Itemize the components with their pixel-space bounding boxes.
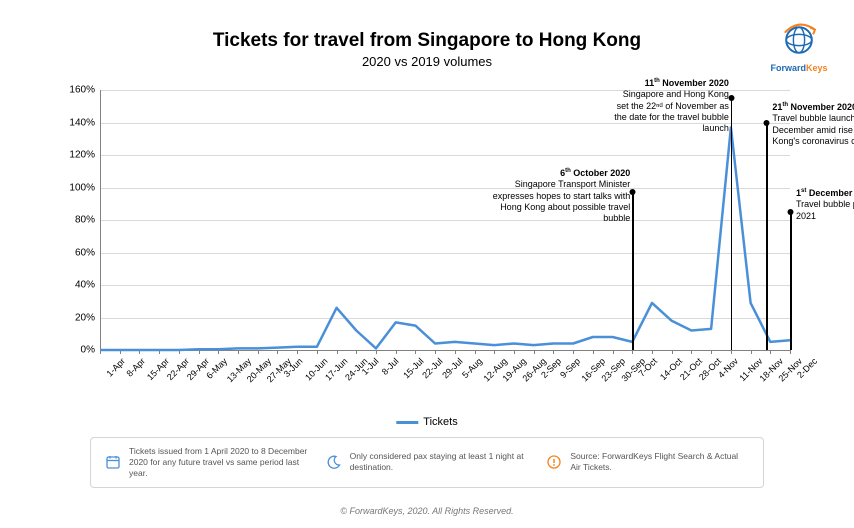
y-tick-label: 100%: [60, 182, 95, 193]
annotation-line: [766, 123, 768, 351]
x-tick: [731, 350, 732, 354]
footer-note-2: Only considered pax staying at least 1 n…: [326, 451, 529, 473]
brand-logo: ForwardKeys: [769, 20, 829, 73]
x-tick: [514, 350, 515, 354]
copyright: © ForwardKeys, 2020. All Rights Reserved…: [0, 506, 854, 516]
x-tick: [672, 350, 673, 354]
y-tick-label: 40%: [60, 280, 95, 291]
title-block: Tickets for travel from Singapore to Hon…: [0, 0, 854, 69]
footer-note-3-text: Source: ForwardKeys Flight Search & Actu…: [570, 451, 749, 473]
footer-note-1-text: Tickets issued from 1 April 2020 to 8 De…: [129, 446, 308, 479]
legend: Tickets: [396, 416, 457, 428]
globe-icon: [779, 20, 819, 60]
y-tick-label: 80%: [60, 215, 95, 226]
chart-container: 0%20%40%60%80%100%120%140%160%1-Apr8-Apr…: [60, 90, 800, 390]
x-tick-label: 8-Jul: [380, 356, 401, 377]
x-tick: [534, 350, 535, 354]
x-tick: [494, 350, 495, 354]
footer-note-3: Source: ForwardKeys Flight Search & Actu…: [546, 451, 749, 473]
x-tick: [238, 350, 239, 354]
annotation-label: 6th October 2020Singapore Transport Mini…: [490, 168, 630, 224]
x-tick-label: 1-Apr: [104, 356, 127, 379]
x-tick: [475, 350, 476, 354]
y-tick-label: 20%: [60, 312, 95, 323]
y-tick-label: 120%: [60, 150, 95, 161]
annotation-label: 11th November 2020Singapore and Hong Kon…: [609, 78, 729, 134]
x-tick: [258, 350, 259, 354]
x-tick: [613, 350, 614, 354]
x-tick: [218, 350, 219, 354]
plot-area: 0%20%40%60%80%100%120%140%160%1-Apr8-Apr…: [100, 90, 790, 350]
x-tick: [711, 350, 712, 354]
annotation-line: [731, 98, 733, 350]
x-tick: [415, 350, 416, 354]
logo-text-b: Keys: [806, 63, 828, 73]
x-tick: [553, 350, 554, 354]
x-tick: [435, 350, 436, 354]
x-tick: [317, 350, 318, 354]
x-tick: [593, 350, 594, 354]
x-tick: [455, 350, 456, 354]
x-tick: [691, 350, 692, 354]
legend-label: Tickets: [423, 416, 457, 428]
chart-title: Tickets for travel from Singapore to Hon…: [0, 30, 854, 52]
chart-subtitle: 2020 vs 2019 volumes: [0, 54, 854, 69]
x-tick: [652, 350, 653, 354]
x-tick: [396, 350, 397, 354]
info-icon: [546, 454, 562, 470]
y-tick-label: 140%: [60, 117, 95, 128]
annotation-dot: [630, 189, 636, 195]
x-tick: [199, 350, 200, 354]
moon-icon: [326, 454, 342, 470]
logo-text-a: Forward: [770, 63, 806, 73]
x-tick: [770, 350, 771, 354]
y-tick-label: 0%: [60, 345, 95, 356]
annotation-label: 1st December 2020Travel bubble postponed…: [796, 188, 854, 222]
x-tick: [356, 350, 357, 354]
x-tick: [337, 350, 338, 354]
x-tick: [790, 350, 791, 354]
legend-swatch: [396, 421, 418, 424]
footer-note-1: Tickets issued from 1 April 2020 to 8 De…: [105, 446, 308, 479]
x-tick-label: 22-Jul: [421, 356, 445, 380]
footer-note-2-text: Only considered pax staying at least 1 n…: [350, 451, 529, 473]
x-tick: [376, 350, 377, 354]
x-tick-label: 8-Apr: [124, 356, 147, 379]
y-tick-label: 160%: [60, 85, 95, 96]
y-tick-label: 60%: [60, 247, 95, 258]
calendar-icon: [105, 454, 121, 470]
x-tick: [632, 350, 633, 354]
annotation-line: [632, 192, 634, 350]
x-tick-label: 5-Aug: [460, 356, 484, 380]
x-tick: [573, 350, 574, 354]
x-tick: [751, 350, 752, 354]
annotation-line: [790, 212, 792, 350]
x-tick-label: 15-Jul: [401, 356, 425, 380]
annotation-dot: [788, 209, 794, 215]
x-tick-label: 29-Jul: [440, 356, 464, 380]
annotation-dot: [728, 95, 734, 101]
annotation-dot: [764, 120, 770, 126]
x-tick: [277, 350, 278, 354]
annotation-label: 21th November 2020Travel bubble launch d…: [772, 102, 854, 147]
x-tick: [297, 350, 298, 354]
footer-notes: Tickets issued from 1 April 2020 to 8 De…: [90, 437, 764, 488]
